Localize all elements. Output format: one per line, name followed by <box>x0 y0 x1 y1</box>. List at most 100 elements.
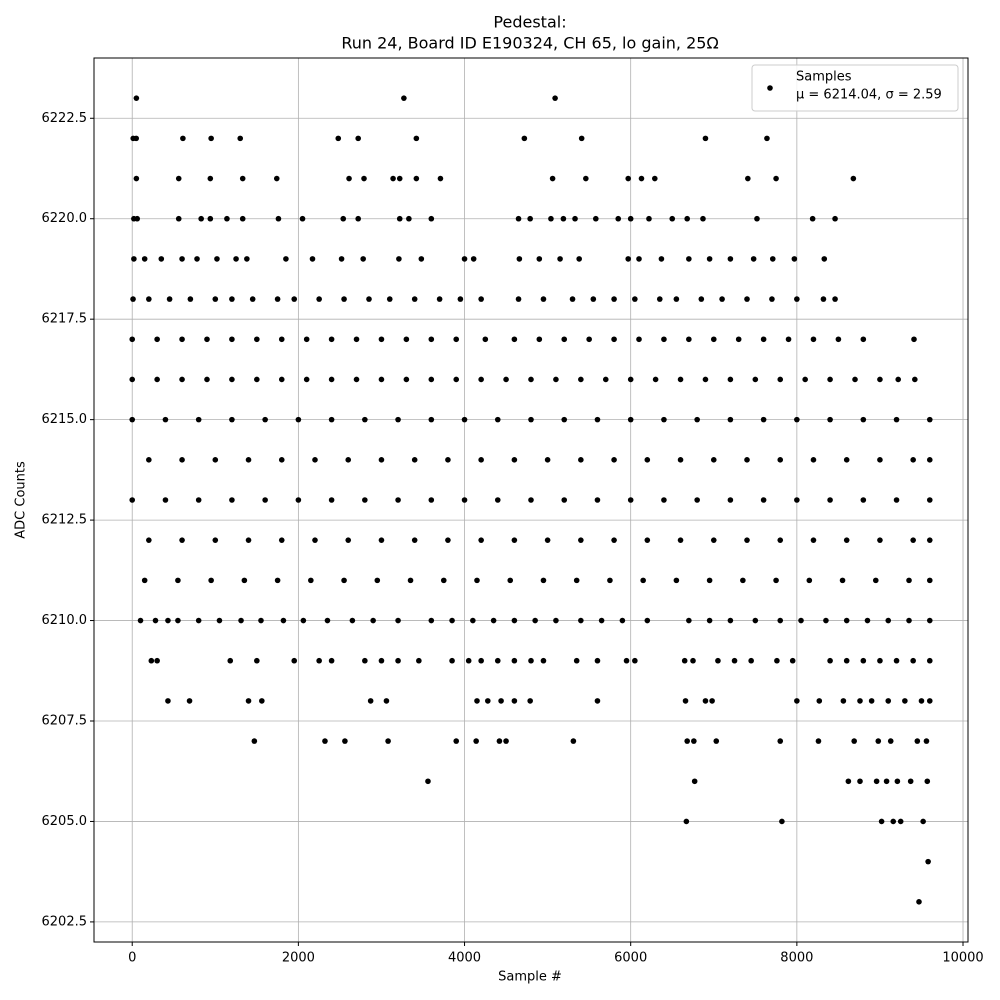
data-point <box>245 537 252 543</box>
data-point <box>367 698 374 704</box>
x-axis-label: Sample # <box>498 970 562 985</box>
data-point <box>910 457 916 463</box>
data-point <box>428 617 435 624</box>
data-point <box>154 657 160 664</box>
data-point <box>760 416 767 423</box>
data-point <box>860 657 867 664</box>
data-point <box>324 617 331 624</box>
data-point <box>165 617 171 624</box>
data-point <box>416 657 422 664</box>
data-point <box>632 296 638 302</box>
data-point <box>378 336 385 343</box>
data-point <box>583 175 589 182</box>
data-point <box>383 698 390 704</box>
data-point <box>877 376 883 383</box>
data-point <box>474 698 480 704</box>
data-point <box>877 457 883 463</box>
data-point <box>815 738 822 744</box>
data-point <box>482 336 489 343</box>
data-point <box>895 376 902 383</box>
data-point <box>278 457 285 463</box>
data-point <box>494 657 501 664</box>
data-point <box>195 497 202 503</box>
data-point <box>237 135 244 142</box>
data-point <box>341 296 347 302</box>
data-point <box>229 296 235 302</box>
data-point <box>536 336 543 343</box>
data-point <box>378 376 385 383</box>
data-point <box>839 577 846 584</box>
data-point <box>229 336 235 343</box>
data-point <box>686 617 692 624</box>
data-point <box>362 657 368 664</box>
data-point <box>413 135 420 142</box>
data-point <box>910 537 916 543</box>
data-point <box>254 376 260 383</box>
y-tick-label: 6202.5 <box>42 914 88 929</box>
data-point <box>902 698 908 704</box>
data-point <box>602 376 609 383</box>
data-point <box>627 215 634 222</box>
data-point <box>594 698 601 704</box>
data-point <box>198 215 204 222</box>
data-point <box>461 256 468 262</box>
data-point <box>702 698 709 704</box>
data-point <box>832 215 838 222</box>
data-point <box>187 296 194 302</box>
data-point <box>207 215 214 222</box>
data-point <box>179 537 185 543</box>
data-point <box>238 617 244 624</box>
x-tick-label: 8000 <box>780 951 813 966</box>
data-point <box>355 135 361 142</box>
data-point <box>449 657 455 664</box>
data-point <box>710 537 717 543</box>
data-point <box>498 698 504 704</box>
data-point <box>661 497 667 503</box>
data-point <box>827 657 833 664</box>
data-point <box>407 577 414 584</box>
data-point <box>528 376 534 383</box>
data-point <box>478 537 484 543</box>
data-point <box>244 256 250 262</box>
data-point <box>148 657 155 664</box>
data-point <box>478 296 484 302</box>
data-point <box>527 215 533 222</box>
data-point <box>300 617 307 624</box>
data-point <box>262 497 268 503</box>
data-point <box>843 657 850 664</box>
x-tick-label: 4000 <box>448 951 481 966</box>
data-point <box>656 296 663 302</box>
data-point <box>548 215 554 222</box>
data-point <box>553 376 559 383</box>
data-point <box>661 416 667 423</box>
data-point <box>794 296 800 302</box>
data-point <box>924 778 931 785</box>
data-point <box>578 135 585 142</box>
data-point <box>845 778 852 785</box>
data-point <box>162 416 169 423</box>
data-point <box>827 497 833 503</box>
data-point <box>809 215 816 222</box>
data-point <box>316 296 322 302</box>
data-point <box>361 175 367 182</box>
x-tick-label: 10000 <box>942 951 983 966</box>
y-tick-label: 6210.0 <box>42 613 88 628</box>
data-point <box>691 738 697 744</box>
data-point <box>646 215 652 222</box>
data-point <box>857 698 863 704</box>
data-point <box>750 256 757 262</box>
data-point <box>774 657 780 664</box>
data-point <box>773 577 779 584</box>
data-point <box>607 577 613 584</box>
data-point <box>785 336 792 343</box>
data-point <box>540 296 547 302</box>
data-point <box>857 778 863 785</box>
data-point <box>516 256 523 262</box>
data-point <box>511 657 518 664</box>
data-point <box>669 215 676 222</box>
data-point <box>413 175 420 182</box>
y-tick-label: 6212.5 <box>42 513 88 528</box>
y-tick-label: 6217.5 <box>42 312 88 327</box>
data-point <box>710 457 717 463</box>
